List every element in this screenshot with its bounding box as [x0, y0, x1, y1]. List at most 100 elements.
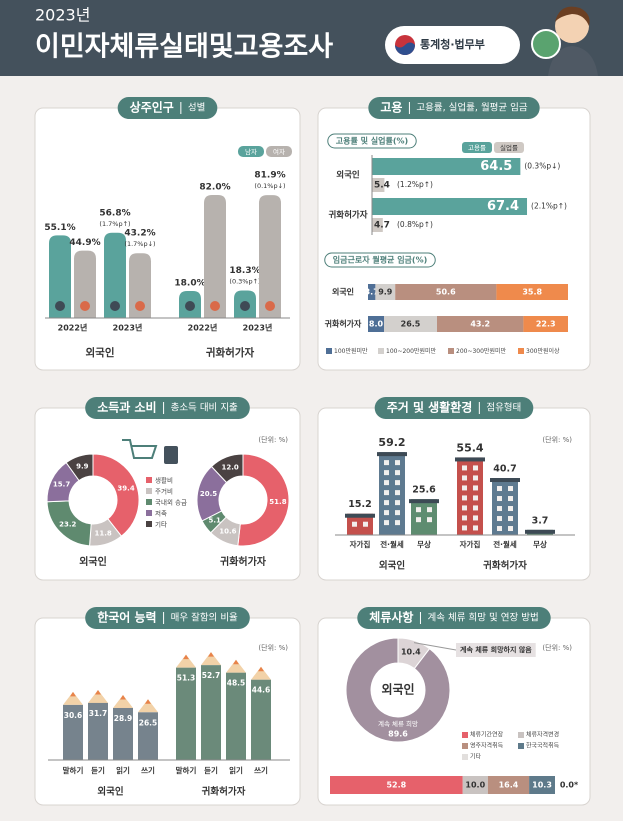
panel-subtitle: 계속 체류 희망 및 연장 방법	[427, 612, 538, 624]
panel-subtitle: 매우 잘함의 비율	[171, 612, 238, 624]
value-label: 8.0	[369, 320, 384, 329]
character-body	[548, 46, 598, 76]
pencil-bar	[176, 667, 196, 760]
value-label: 15.2	[348, 499, 371, 510]
legend-swatch	[146, 521, 152, 527]
header-title: 이민자체류실태및고용조사	[35, 32, 333, 63]
value-label: 9.9	[76, 463, 89, 471]
header-org: 통계청·법무부	[420, 37, 485, 51]
donut-segment	[92, 453, 140, 537]
value-label: 26.5	[401, 320, 421, 329]
category-label: 계속 체류 희망	[378, 719, 418, 728]
window	[497, 506, 502, 512]
x-tick-label: 2022년	[188, 323, 218, 333]
value-label: 52.7	[202, 671, 221, 680]
legend-label: 주거비	[155, 487, 173, 496]
value-label: 44.6	[252, 686, 271, 695]
panel-title: 주거 및 생활환경	[387, 400, 473, 415]
panel-title: 한국어 능력	[97, 610, 156, 625]
window	[384, 470, 389, 476]
value-label: 43.2	[470, 320, 490, 329]
donut-segment	[210, 453, 244, 484]
building-roof	[409, 499, 439, 504]
value-label: 26.5	[139, 718, 158, 727]
value-label: 5.4	[374, 181, 390, 191]
window	[416, 507, 421, 513]
donut-segment	[345, 637, 451, 743]
change-label: (2.1%p↑)	[531, 202, 567, 211]
value-label: 3.7	[365, 288, 379, 297]
window	[497, 516, 502, 522]
window	[508, 526, 513, 532]
bar-segment	[368, 316, 384, 332]
pencil-point	[120, 694, 126, 700]
leader-line	[413, 642, 457, 651]
pencil-point	[233, 659, 239, 665]
window	[473, 505, 478, 511]
legend-label: 영주자격취득	[470, 742, 504, 750]
window	[384, 460, 389, 466]
panel-subtitle: 점유형태	[486, 402, 521, 414]
building	[379, 452, 405, 535]
pencil-tip	[201, 652, 221, 666]
value-label: 18.0%	[174, 279, 205, 289]
org-logo-part	[395, 42, 415, 55]
y-tick-label: 외국인	[332, 287, 354, 297]
x-tick-label: 읽기	[229, 765, 243, 775]
person-icon	[210, 301, 220, 311]
value-label: 15.7	[53, 481, 70, 489]
pencil-bar	[251, 679, 271, 760]
bar-segment	[529, 776, 555, 794]
legend-label: 300만원이상	[526, 347, 560, 355]
legend-swatch	[462, 142, 492, 153]
window	[384, 520, 389, 526]
panel-title: 체류사항	[369, 610, 413, 625]
bar	[372, 158, 521, 175]
window	[395, 520, 400, 526]
pencil-point	[258, 666, 264, 672]
x-tick-label: 전·월세	[380, 539, 404, 549]
panel-subtitle: 고용률, 실업률, 월평균 임금	[416, 102, 527, 114]
legend-swatch	[462, 732, 468, 738]
character-globe	[531, 29, 561, 59]
building-roof	[455, 457, 485, 462]
series-label: 귀화허가자	[220, 555, 267, 568]
panel-subtitle: 성별	[188, 103, 205, 114]
value-label: 18.3%	[229, 266, 260, 276]
window	[473, 525, 478, 531]
category-label-box	[456, 643, 536, 657]
value-label: 50.6	[436, 288, 456, 297]
building	[347, 513, 373, 535]
legend-swatch	[448, 348, 454, 354]
window	[384, 510, 389, 516]
value-label: 20.5	[200, 490, 217, 498]
window	[384, 480, 389, 486]
y-tick-label: 귀화허가자	[325, 319, 362, 329]
value-label: 51.8	[269, 498, 286, 506]
person-icon	[135, 301, 145, 311]
chart-title: 고용률 및 실업률(%)	[336, 136, 408, 146]
window	[508, 496, 513, 502]
bar	[104, 232, 126, 318]
category-label: 계속 체류 희망하지 않음	[460, 645, 532, 654]
panel-title-pill	[368, 97, 540, 119]
window	[462, 475, 467, 481]
value-label: 55.1%	[44, 223, 75, 233]
pencil-tip	[88, 689, 108, 703]
value-label: 35.8	[522, 288, 542, 297]
building-roof	[525, 529, 555, 534]
value-label: 11.8	[95, 529, 112, 537]
legend-label: 체류기간연장	[470, 731, 504, 739]
org-badge	[385, 26, 520, 64]
bar-segment	[437, 316, 524, 332]
value-label: 89.6	[388, 730, 408, 739]
legend-label: 고용률	[468, 144, 486, 152]
x-tick-label: 읽기	[116, 765, 130, 775]
person-icon	[55, 301, 65, 311]
header-band	[0, 0, 623, 76]
legend-swatch	[266, 146, 292, 157]
unit-label: (단위: %)	[542, 435, 572, 444]
x-tick-label: 말하기	[63, 765, 84, 775]
value-label: 23.2	[59, 520, 76, 528]
